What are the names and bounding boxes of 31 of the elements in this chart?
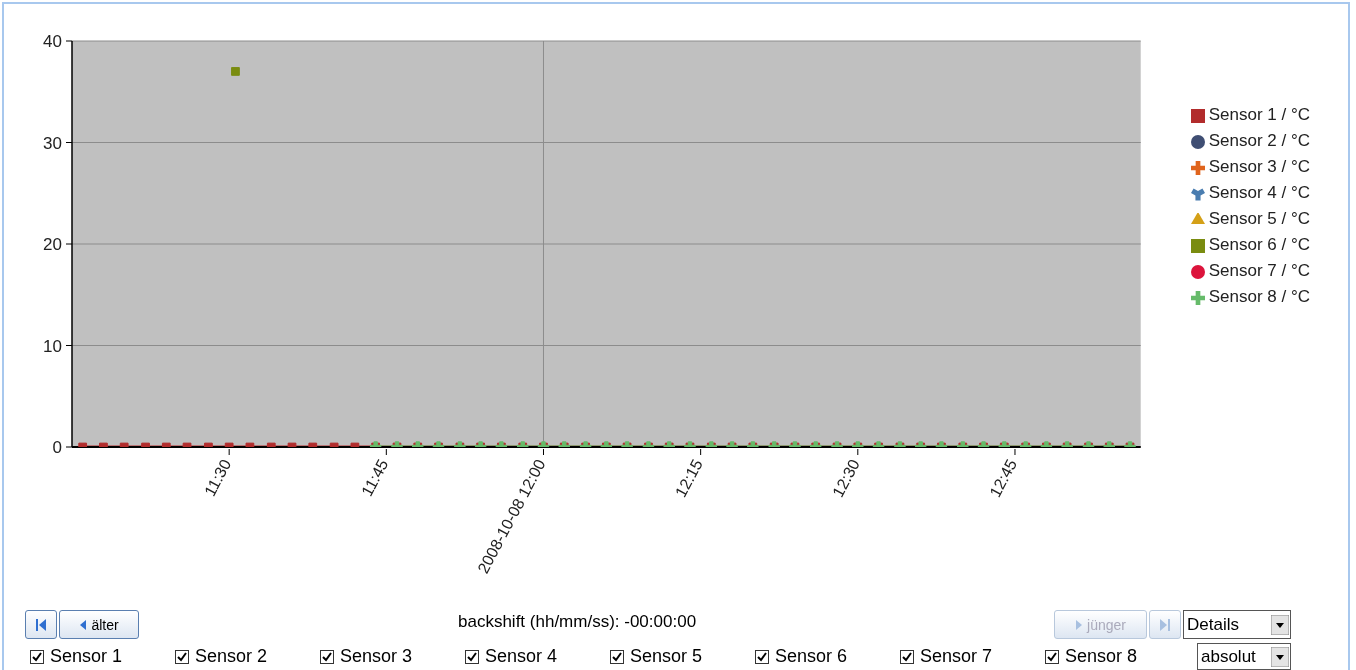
legend-label: Sensor 1 / °C bbox=[1208, 105, 1310, 124]
x-tick-label: 12:45 bbox=[986, 456, 1021, 500]
text: backshift (hh/mm/ss): -00:00:00 bbox=[458, 612, 697, 632]
back-button: älter bbox=[59, 610, 139, 639]
text: Sensor 6 bbox=[775, 646, 848, 667]
text: Sensor 5 bbox=[630, 646, 703, 667]
y-tick-label: 10 bbox=[43, 336, 62, 356]
y-tick-label: 30 bbox=[43, 133, 62, 153]
x-tick-label: 11:30 bbox=[201, 456, 235, 499]
x-tick-label: 11:45 bbox=[358, 456, 392, 499]
y-tick-label: 20 bbox=[43, 235, 62, 254]
text: Sensor 4 bbox=[485, 646, 558, 667]
y-tick-label: 40 bbox=[43, 32, 62, 51]
text: Sensor 8 bbox=[1065, 646, 1138, 667]
forward-button: jünger bbox=[1054, 610, 1147, 639]
legend-label: Sensor 7 / °C bbox=[1208, 261, 1310, 280]
x-tick-label: 12:15 bbox=[671, 456, 706, 500]
text: Sensor 2 bbox=[195, 646, 268, 667]
x-tick-label: 12:30 bbox=[829, 456, 863, 500]
legend-label: Sensor 8 / °C bbox=[1208, 287, 1310, 306]
text: Sensor 7 bbox=[920, 646, 993, 667]
legend-label: Sensor 6 / °C bbox=[1208, 235, 1310, 254]
dropdown: absolut bbox=[1197, 643, 1291, 670]
text: Sensor 3 bbox=[340, 646, 413, 667]
y-tick-label: 0 bbox=[52, 438, 62, 457]
dropdown: Details bbox=[1183, 610, 1291, 639]
legend-label: Sensor 3 / °C bbox=[1208, 157, 1310, 176]
legend-label: Sensor 5 / °C bbox=[1208, 209, 1310, 228]
text: Sensor 1 bbox=[50, 646, 123, 667]
legend-label: Sensor 2 / °C bbox=[1208, 131, 1310, 150]
legend-label: Sensor 4 / °C bbox=[1208, 183, 1310, 202]
